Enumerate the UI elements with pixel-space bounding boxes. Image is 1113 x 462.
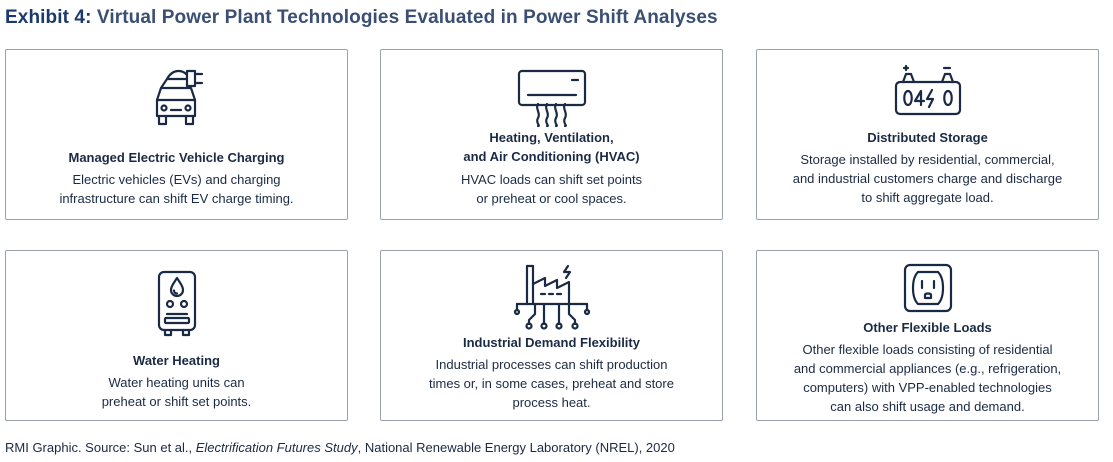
card-description: Electric vehicles (EVs) and charging inf… (59, 172, 294, 206)
source-study-title: Electrification Futures Study (195, 440, 358, 455)
exhibit-title: Exhibit 4: Virtual Power Plant Technolog… (5, 7, 718, 29)
card-heading: Managed Electric Vehicle Charging (68, 150, 285, 165)
card-heading: Distributed Storage (867, 130, 988, 145)
outlet-icon (902, 262, 954, 314)
source-prefix: RMI Graphic. Source: Sun et al., (5, 440, 196, 455)
card-industrial-demand: Industrial Demand Flexibility Industrial… (380, 250, 723, 421)
card-description: Industrial processes can shift productio… (429, 357, 674, 410)
card-heading: Heating, Ventilation, and Air Conditioni… (463, 130, 640, 164)
card-hvac: Heating, Ventilation, and Air Conditioni… (380, 49, 723, 220)
exhibit-title-text: Virtual Power Plant Technologies Evaluat… (96, 7, 718, 28)
factory-icon (513, 260, 591, 332)
exhibit-number: Exhibit 4: (5, 7, 92, 28)
card-heading: Water Heating (133, 353, 220, 368)
source-suffix: , National Renewable Energy Laboratory (… (357, 440, 675, 455)
card-description: Water heating units can preheat or shift… (101, 375, 252, 409)
card-description: HVAC loads can shift set points or prehe… (460, 172, 643, 206)
hvac-icon (516, 68, 588, 128)
card-water-heating: Water Heating Water heating units can pr… (5, 250, 348, 421)
card-ev-charging: Managed Electric Vehicle Charging Electr… (5, 49, 348, 220)
source-footnote: RMI Graphic. Source: Sun et al., Electri… (5, 440, 675, 455)
ev-charging-icon (147, 64, 207, 128)
card-heading: Other Flexible Loads (863, 320, 992, 335)
battery-icon (892, 60, 964, 120)
water-heater-icon (153, 266, 201, 338)
card-heading: Industrial Demand Flexibility (463, 335, 640, 350)
card-distributed-storage: Distributed Storage Storage installed by… (756, 49, 1099, 220)
card-other-flexible-loads: Other Flexible Loads Other flexible load… (756, 250, 1099, 421)
card-description: Other flexible loads consisting of resid… (793, 342, 1062, 414)
card-description: Storage installed by residential, commer… (792, 152, 1063, 205)
